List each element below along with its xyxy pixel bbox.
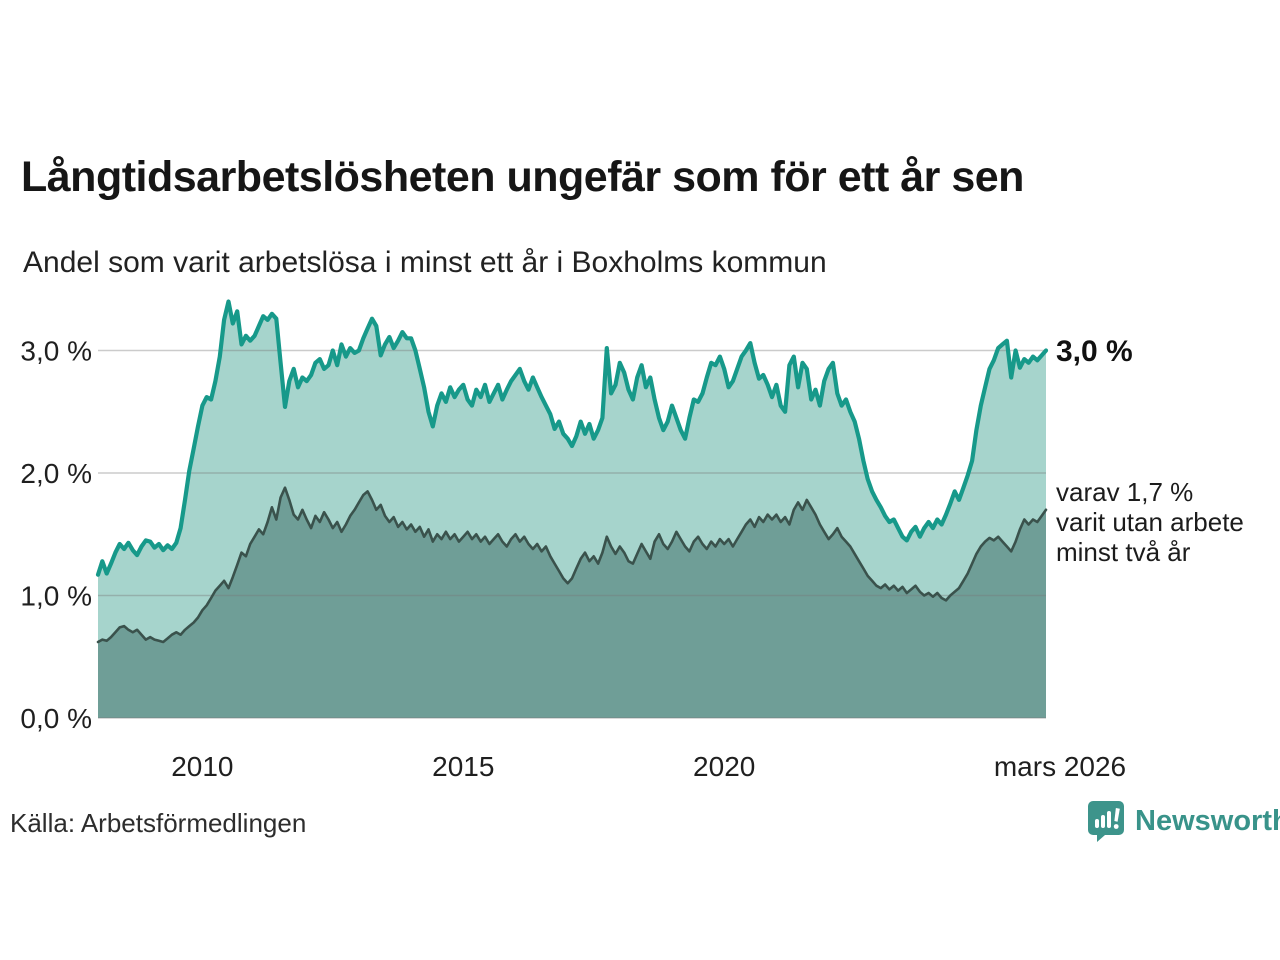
y-axis-tick-label: 0,0 % — [20, 703, 92, 734]
newsworthy-logo-icon — [1088, 801, 1124, 842]
x-axis-tick-label: mars 2026 — [994, 751, 1126, 782]
x-axis-tick-label: 2020 — [693, 751, 755, 782]
unemployment-area-chart: 0,0 % 1,0 % 2,0 % 3,0 % 2010 2015 2020 mars 202… — [20, 299, 1126, 782]
page-subtitle: Andel som varit arbetslösa i minst ett å… — [23, 246, 827, 279]
secondary-series-label-line3: minst två år — [1056, 537, 1191, 567]
end-value-label: 3,0 % — [1056, 335, 1133, 368]
x-axis-tick-label: 2010 — [171, 751, 233, 782]
newsworthy-brand: Newsworthy — [1086, 799, 1280, 843]
source-credit: Källa: Arbetsförmedlingen — [10, 808, 307, 838]
line-total-series — [95, 299, 1049, 577]
secondary-series-label-line2: varit utan arbete — [1056, 507, 1244, 537]
y-axis-tick-label: 3,0 % — [20, 336, 92, 367]
area-two-year-series — [98, 487, 1046, 718]
y-axis-tick-label: 1,0 % — [20, 581, 92, 612]
y-axis-tick-label: 2,0 % — [20, 458, 92, 489]
page-title: Långtidsarbetslösheten ungefär som för e… — [21, 152, 1024, 201]
brand-name: Newsworthy — [1135, 804, 1280, 837]
x-axis-tick-label: 2015 — [432, 751, 494, 782]
secondary-series-label-line1: varav 1,7 % — [1056, 477, 1194, 507]
line-two-year-series — [96, 486, 1048, 644]
secondary-series-label: varav 1,7 % varit utan arbete minst två … — [1056, 477, 1244, 567]
